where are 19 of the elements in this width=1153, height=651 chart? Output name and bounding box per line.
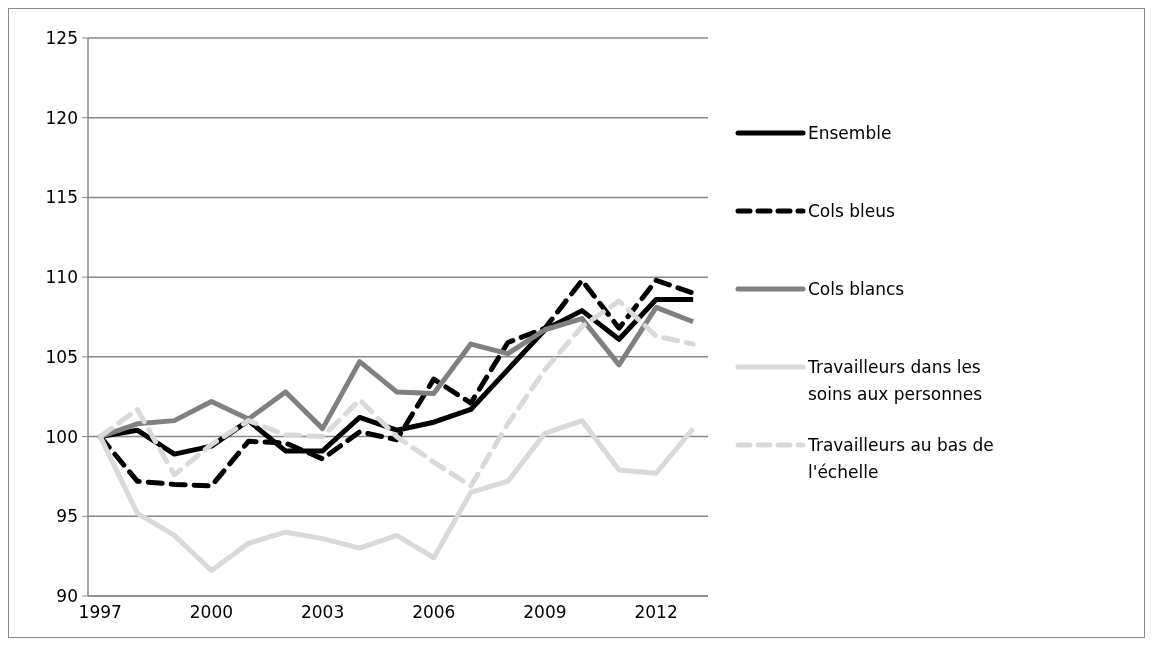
legend-label: Cols bleus bbox=[808, 200, 895, 221]
legend-label: Travailleurs au bas de l'échelle bbox=[807, 434, 994, 483]
x-tick-label: 1997 bbox=[78, 602, 122, 622]
y-tick-label: 125 bbox=[45, 27, 78, 48]
x-tick-label: 2006 bbox=[412, 602, 456, 622]
x-tick-label: 2003 bbox=[300, 602, 345, 622]
legend-label: Ensemble bbox=[808, 122, 892, 143]
legend-label: Cols blancs bbox=[808, 278, 905, 299]
y-tick-label: 120 bbox=[45, 107, 78, 128]
y-tick-label: 115 bbox=[45, 187, 78, 208]
y-tick-label: 110 bbox=[45, 267, 78, 288]
y-tick-label: 90 bbox=[56, 585, 78, 606]
y-tick-label: 95 bbox=[56, 506, 78, 527]
y-tick-label: 105 bbox=[45, 346, 78, 367]
y-tick-label: 100 bbox=[45, 426, 78, 447]
x-tick-label: 2012 bbox=[634, 602, 678, 622]
x-tick-label: 2009 bbox=[523, 602, 567, 622]
legend-label: Travailleurs dans les soins aux personnes bbox=[807, 356, 983, 405]
x-tick-label: 2000 bbox=[189, 602, 234, 622]
